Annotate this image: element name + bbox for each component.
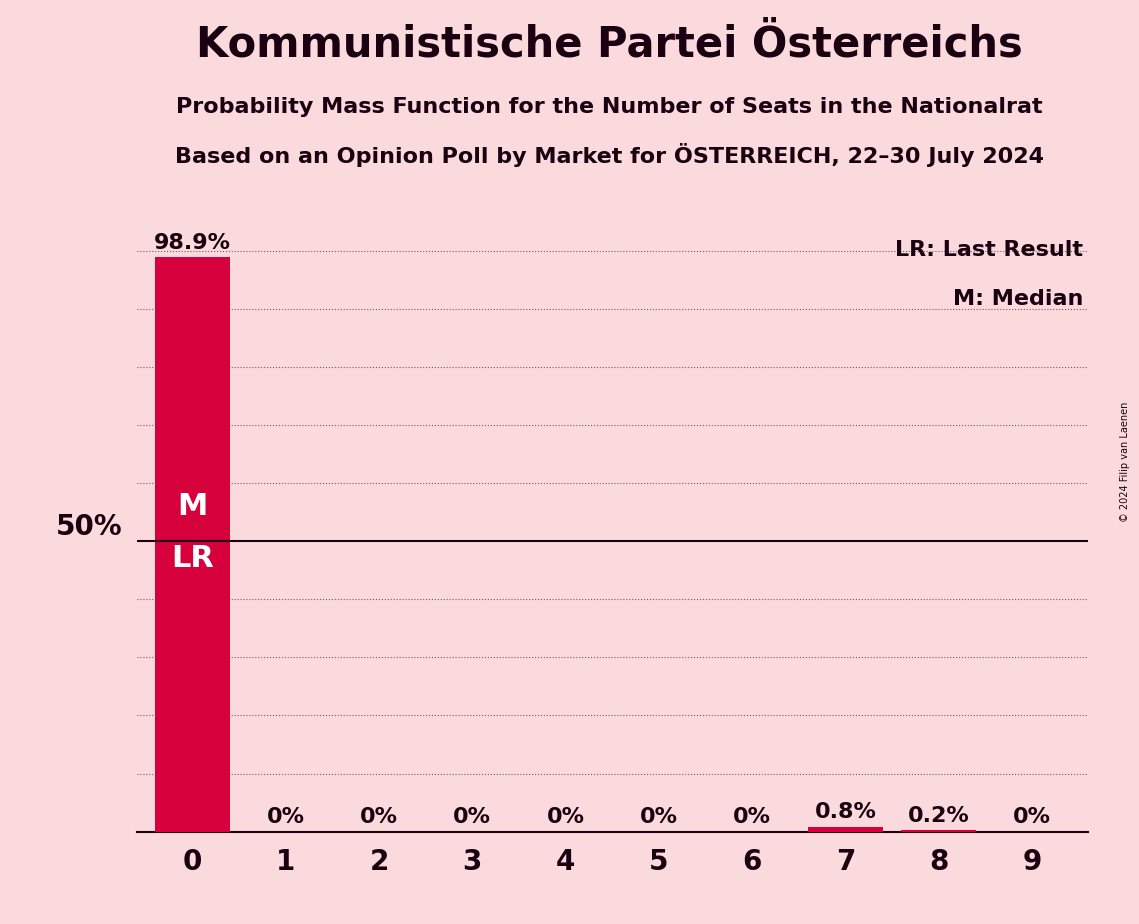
Bar <box>155 257 230 832</box>
Text: © 2024 Filip van Laenen: © 2024 Filip van Laenen <box>1121 402 1130 522</box>
Text: 0%: 0% <box>547 807 584 827</box>
Text: 0%: 0% <box>1013 807 1051 827</box>
Text: M: Median: M: Median <box>952 289 1083 309</box>
Text: Kommunistische Partei Österreichs: Kommunistische Partei Österreichs <box>196 23 1023 65</box>
Text: LR: LR <box>171 544 214 573</box>
Text: LR: Last Result: LR: Last Result <box>895 240 1083 260</box>
Text: 98.9%: 98.9% <box>154 233 231 252</box>
Text: 0.2%: 0.2% <box>908 806 969 826</box>
Text: 0%: 0% <box>734 807 771 827</box>
Text: 0%: 0% <box>267 807 305 827</box>
Text: 0%: 0% <box>640 807 678 827</box>
Bar <box>808 827 883 832</box>
Text: Based on an Opinion Poll by Market for ÖSTERREICH, 22–30 July 2024: Based on an Opinion Poll by Market for Ö… <box>175 143 1043 167</box>
Text: 0%: 0% <box>453 807 491 827</box>
Text: 50%: 50% <box>56 513 122 541</box>
Bar <box>901 831 976 832</box>
Text: M: M <box>178 492 207 521</box>
Text: Probability Mass Function for the Number of Seats in the Nationalrat: Probability Mass Function for the Number… <box>177 97 1042 117</box>
Text: 0%: 0% <box>360 807 399 827</box>
Text: 0.8%: 0.8% <box>814 802 876 822</box>
